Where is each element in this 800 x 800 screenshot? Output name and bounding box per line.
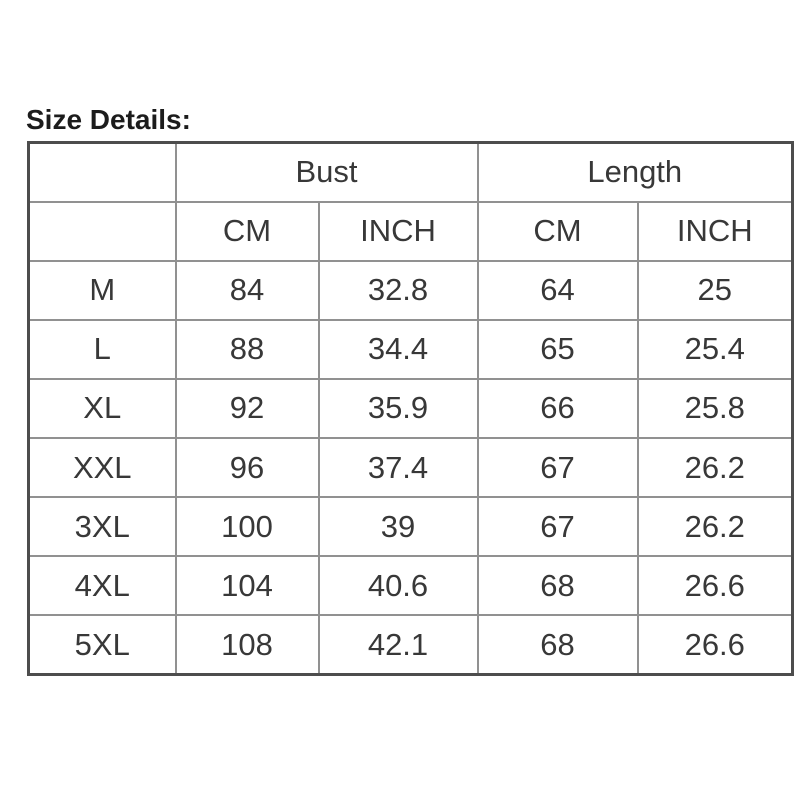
bust-inch-cell: 32.8 [317,259,479,321]
length-cm-cell: 68 [476,614,639,676]
length-cm-cell: 67 [476,437,639,499]
size-cell: XL [27,377,177,440]
table-row: 3XL 100 39 67 26.2 [27,496,794,558]
length-cm-cell: 65 [476,318,639,380]
length-group-header: Length [476,141,794,203]
table-row: 5XL 108 42.1 68 26.6 [27,614,794,676]
size-cell: 4XL [27,555,177,617]
size-cell: 5XL [27,614,177,676]
bust-inch-cell: 37.4 [317,437,479,499]
length-cm-cell: 67 [476,496,639,558]
size-cell: L [27,318,177,380]
length-cm-cell: 68 [476,555,639,617]
bust-cm-header: CM [174,200,320,262]
length-inch-cell: 26.6 [636,555,794,617]
bust-inch-cell: 39 [317,496,479,558]
size-table: Bust Length CM INCH CM INCH M 84 32.8 64… [27,141,795,676]
length-inch-header: INCH [636,200,794,262]
bust-inch-cell: 42.1 [317,614,479,676]
group-header-row: Bust Length [27,141,794,203]
length-inch-cell: 26.2 [636,437,794,499]
bust-inch-header: INCH [317,200,479,262]
bust-cm-cell: 108 [174,614,320,676]
length-inch-cell: 26.6 [636,614,794,676]
bust-cm-cell: 96 [174,437,320,499]
corner-cell [27,200,177,262]
bust-cm-cell: 84 [174,259,320,321]
unit-header-row: CM INCH CM INCH [27,200,794,262]
page-title: Size Details: [26,104,191,135]
length-inch-cell: 25.8 [636,377,794,440]
bust-group-header: Bust [174,141,479,203]
length-cm-cell: 64 [476,259,639,321]
bust-inch-cell: 40.6 [317,555,479,617]
table-row: XL 92 35.9 66 25.8 [27,377,794,440]
bust-cm-cell: 88 [174,318,320,380]
size-cell: 3XL [27,496,177,558]
length-cm-header: CM [476,200,639,262]
bust-cm-cell: 100 [174,496,320,558]
size-cell: M [27,259,177,321]
table-row: XXL 96 37.4 67 26.2 [27,437,794,499]
corner-cell [27,141,177,203]
length-cm-cell: 66 [476,377,639,440]
table-row: M 84 32.8 64 25 [27,259,794,321]
bust-inch-cell: 35.9 [317,377,479,440]
bust-cm-cell: 92 [174,377,320,440]
length-inch-cell: 25.4 [636,318,794,380]
table-row: L 88 34.4 65 25.4 [27,318,794,380]
length-inch-cell: 26.2 [636,496,794,558]
size-cell: XXL [27,437,177,499]
bust-cm-cell: 104 [174,555,320,617]
length-inch-cell: 25 [636,259,794,321]
bust-inch-cell: 34.4 [317,318,479,380]
table-row: 4XL 104 40.6 68 26.6 [27,555,794,617]
